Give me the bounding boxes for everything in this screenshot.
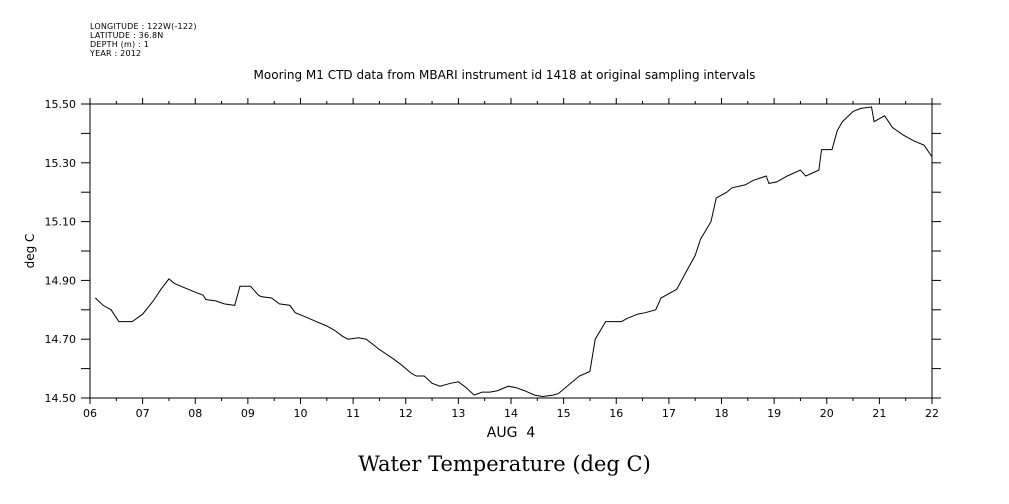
x-tick-label: 16 [609, 407, 623, 420]
x-tick-label: 18 [715, 407, 729, 420]
y-tick-label: 14.70 [45, 333, 77, 346]
y-axis-ticks: 14.50 14.70 14.90 15.10 15.30 15.50 [45, 98, 941, 405]
y-tick-label: 15.30 [45, 157, 77, 170]
depth-label: DEPTH (m) : 1 [90, 40, 149, 49]
x-tick-label: 08 [188, 407, 202, 420]
plot-frame [89, 103, 933, 399]
y-tick-label: 15.50 [45, 98, 77, 111]
y-tick-label: 14.90 [45, 274, 77, 287]
x-tick-label: 19 [767, 407, 781, 420]
x-tick-label: 15 [557, 407, 571, 420]
x-tick-label: 20 [820, 407, 834, 420]
latitude-label: LATITUDE : 36.8N [90, 31, 164, 40]
y-tick-label: 15.10 [45, 216, 77, 229]
x-tick-label: 17 [662, 407, 676, 420]
x-tick-label: 10 [294, 407, 308, 420]
x-axis-label: AUG 4 [487, 425, 536, 441]
year-label: YEAR : 2012 [90, 49, 142, 58]
y-tick-label: 14.50 [45, 392, 77, 405]
x-axis-ticks: 06 07 08 09 10 11 12 13 14 15 16 17 18 19 20 21 22 [83, 98, 939, 420]
x-tick-label: 21 [872, 407, 886, 420]
x-tick-label: 12 [399, 407, 413, 420]
x-tick-label: 22 [925, 407, 939, 420]
longitude-label: LONGITUDE : 122W(-122) [90, 22, 197, 31]
x-tick-label: 09 [241, 407, 255, 420]
series-line [94, 106, 933, 398]
x-tick-label: 13 [451, 407, 465, 420]
y-axis-label: deg C [23, 234, 37, 269]
chart-title: Mooring M1 CTD data from MBARI instrumen… [253, 68, 756, 82]
x-tick-label: 11 [346, 407, 360, 420]
x-tick-label: 14 [504, 407, 518, 420]
x-tick-label: 07 [136, 407, 150, 420]
x-tick-label: 06 [83, 407, 97, 420]
series-layer [94, 106, 933, 398]
bottom-title: Water Temperature (deg C) [358, 452, 651, 476]
